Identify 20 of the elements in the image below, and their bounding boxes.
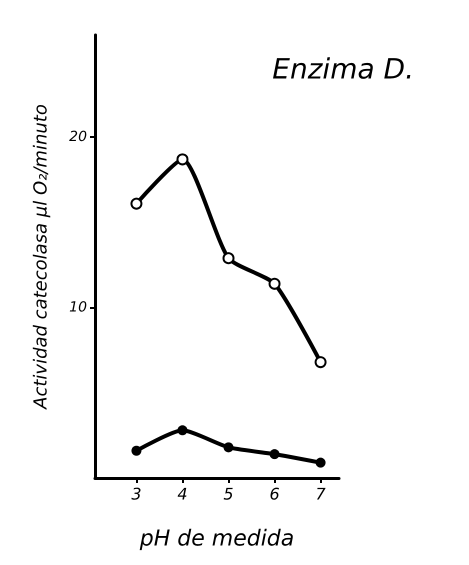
point — [270, 449, 280, 460]
point — [316, 458, 326, 468]
point — [130, 198, 142, 210]
point — [224, 442, 234, 452]
x-tick-label: 4 — [177, 484, 188, 504]
x-tick-label: 7 — [315, 484, 326, 504]
y-axis-title: Actividad catecolasa µl O₂/minuto — [30, 104, 52, 410]
point — [222, 252, 235, 264]
x-tick-label: 6 — [269, 484, 280, 504]
x-tick-label: 5 — [223, 484, 234, 504]
point — [177, 425, 188, 436]
point — [131, 446, 142, 456]
y-tick-label: 10 — [69, 300, 88, 316]
point — [176, 153, 188, 166]
point — [314, 356, 327, 368]
text: Enzima D. — [272, 52, 414, 86]
point — [268, 278, 281, 290]
x-axis-title: pH de medida — [138, 526, 294, 552]
y-tick-label: 20 — [69, 129, 88, 146]
x-tick-label: 3 — [131, 484, 142, 504]
